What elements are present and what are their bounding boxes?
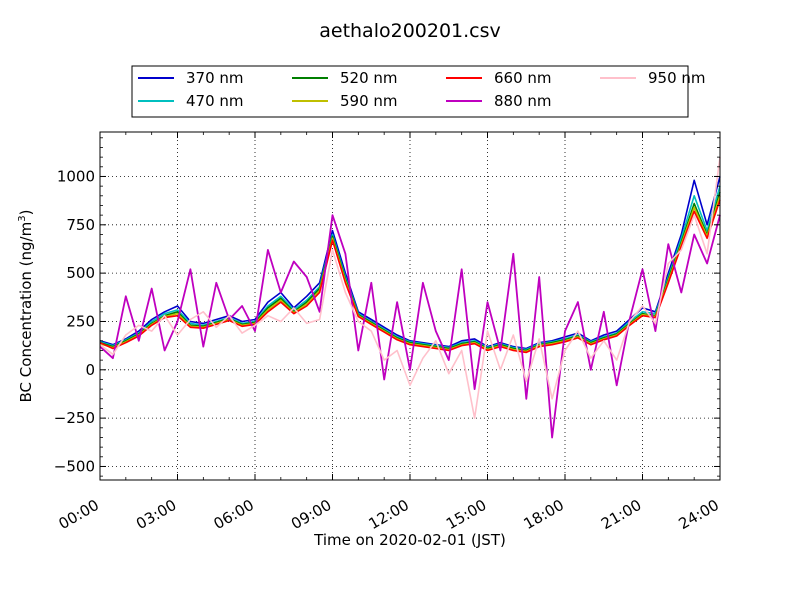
x-tick-label: 12:00 bbox=[366, 496, 412, 533]
x-axis-title: Time on 2020-02-01 (JST) bbox=[313, 531, 506, 549]
legend: 370 nm 470 nm 520 nm 590 nm 660 nm 880 nm 950 … bbox=[131, 65, 706, 118]
legend-box bbox=[131, 65, 689, 118]
legend-label: 880 nm bbox=[494, 92, 552, 110]
legend-label: 370 nm bbox=[186, 69, 244, 87]
y-axis-title-superscript: 3 bbox=[17, 215, 28, 221]
x-tick-label: 18:00 bbox=[521, 496, 567, 533]
y-tick-label: 500 bbox=[66, 264, 95, 282]
y-tick-label: −500 bbox=[54, 457, 95, 475]
y-tick-label: 750 bbox=[66, 216, 95, 234]
y-axis-title-close: ) bbox=[17, 210, 35, 216]
x-tick-label: 03:00 bbox=[133, 496, 179, 533]
series-line-370-nm bbox=[99, 176, 721, 350]
x-tick-label: 00:00 bbox=[56, 496, 102, 533]
plot-frame bbox=[100, 132, 720, 480]
legend-label: 590 nm bbox=[340, 92, 398, 110]
y-tick-label: 250 bbox=[66, 312, 95, 330]
x-tick-label: 09:00 bbox=[288, 496, 334, 533]
x-tick-label: 21:00 bbox=[598, 496, 644, 533]
legend-label: 520 nm bbox=[340, 69, 398, 87]
series-line-880-nm bbox=[99, 214, 721, 439]
legend-label: 660 nm bbox=[494, 69, 552, 87]
y-tick-label: 0 bbox=[85, 361, 95, 379]
y-tick-label: 1000 bbox=[57, 167, 95, 185]
chart-title: aethalo200201.csv bbox=[319, 20, 501, 42]
legend-label: 950 nm bbox=[648, 69, 706, 87]
plot-area bbox=[99, 131, 721, 481]
y-axis-title-main: BC Concentration (ng/m bbox=[17, 222, 35, 403]
x-tick-label: 06:00 bbox=[211, 496, 257, 533]
legend-label: 470 nm bbox=[186, 92, 244, 110]
y-axis-title: BC Concentration (ng/m3) bbox=[17, 210, 35, 403]
series-line-950-nm bbox=[99, 156, 721, 419]
x-tick-label: 15:00 bbox=[443, 496, 489, 533]
x-tick-label: 24:00 bbox=[676, 496, 722, 533]
series-line-660-nm bbox=[99, 199, 721, 354]
y-tick-label: −250 bbox=[54, 409, 95, 427]
